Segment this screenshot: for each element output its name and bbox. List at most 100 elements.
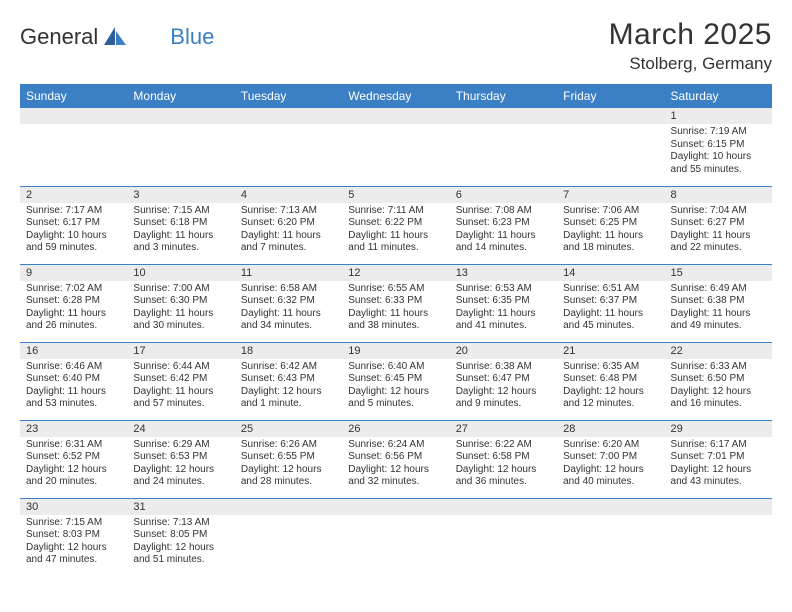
day-number: 27 <box>450 421 557 437</box>
day-details: Sunrise: 7:13 AMSunset: 6:20 PMDaylight:… <box>235 203 342 259</box>
daylight-text: Daylight: 12 hours and 36 minutes. <box>456 464 551 489</box>
sunrise-text: Sunrise: 6:38 AM <box>456 361 551 374</box>
month-title: March 2025 <box>609 18 772 52</box>
calendar-cell <box>235 498 342 576</box>
sunrise-text: Sunrise: 7:19 AM <box>671 126 766 139</box>
day-number: 31 <box>127 499 234 515</box>
sunset-text: Sunset: 6:27 PM <box>671 217 766 230</box>
day-number: 29 <box>665 421 772 437</box>
calendar-row: 9Sunrise: 7:02 AMSunset: 6:28 PMDaylight… <box>20 264 772 342</box>
day-number: 16 <box>20 343 127 359</box>
sunrise-text: Sunrise: 7:17 AM <box>26 205 121 218</box>
day-details: Sunrise: 7:13 AMSunset: 8:05 PMDaylight:… <box>127 515 234 571</box>
col-wednesday: Wednesday <box>342 84 449 108</box>
day-number: 30 <box>20 499 127 515</box>
col-monday: Monday <box>127 84 234 108</box>
calendar-cell: 1Sunrise: 7:19 AMSunset: 6:15 PMDaylight… <box>665 108 772 186</box>
day-number: 11 <box>235 265 342 281</box>
day-details <box>235 515 342 521</box>
daylight-text: Daylight: 11 hours and 18 minutes. <box>563 230 658 255</box>
day-number: 2 <box>20 187 127 203</box>
sunrise-text: Sunrise: 6:49 AM <box>671 283 766 296</box>
calendar-cell: 29Sunrise: 6:17 AMSunset: 7:01 PMDayligh… <box>665 420 772 498</box>
calendar-cell: 18Sunrise: 6:42 AMSunset: 6:43 PMDayligh… <box>235 342 342 420</box>
sunrise-text: Sunrise: 6:51 AM <box>563 283 658 296</box>
day-number: 21 <box>557 343 664 359</box>
calendar-cell <box>235 108 342 186</box>
day-number: 5 <box>342 187 449 203</box>
brand-logo: General Blue <box>20 18 214 50</box>
location-label: Stolberg, Germany <box>609 54 772 74</box>
day-details <box>450 515 557 521</box>
day-details: Sunrise: 7:00 AMSunset: 6:30 PMDaylight:… <box>127 281 234 337</box>
calendar-cell <box>557 108 664 186</box>
day-number: 22 <box>665 343 772 359</box>
sunset-text: Sunset: 6:18 PM <box>133 217 228 230</box>
calendar-cell: 9Sunrise: 7:02 AMSunset: 6:28 PMDaylight… <box>20 264 127 342</box>
sunrise-text: Sunrise: 7:15 AM <box>133 205 228 218</box>
sunrise-text: Sunrise: 7:04 AM <box>671 205 766 218</box>
day-details: Sunrise: 7:06 AMSunset: 6:25 PMDaylight:… <box>557 203 664 259</box>
calendar-cell: 20Sunrise: 6:38 AMSunset: 6:47 PMDayligh… <box>450 342 557 420</box>
sunset-text: Sunset: 6:30 PM <box>133 295 228 308</box>
day-details: Sunrise: 7:11 AMSunset: 6:22 PMDaylight:… <box>342 203 449 259</box>
sunrise-text: Sunrise: 6:35 AM <box>563 361 658 374</box>
calendar-cell: 24Sunrise: 6:29 AMSunset: 6:53 PMDayligh… <box>127 420 234 498</box>
day-details: Sunrise: 7:19 AMSunset: 6:15 PMDaylight:… <box>665 124 772 180</box>
day-number: 1 <box>665 108 772 124</box>
header-row: Sunday Monday Tuesday Wednesday Thursday… <box>20 84 772 108</box>
sunset-text: Sunset: 7:00 PM <box>563 451 658 464</box>
sunset-text: Sunset: 6:32 PM <box>241 295 336 308</box>
day-number <box>450 108 557 124</box>
day-number <box>235 108 342 124</box>
title-block: March 2025 Stolberg, Germany <box>609 18 772 74</box>
day-details: Sunrise: 7:04 AMSunset: 6:27 PMDaylight:… <box>665 203 772 259</box>
day-number: 6 <box>450 187 557 203</box>
calendar-cell: 30Sunrise: 7:15 AMSunset: 8:03 PMDayligh… <box>20 498 127 576</box>
col-tuesday: Tuesday <box>235 84 342 108</box>
sunset-text: Sunset: 6:35 PM <box>456 295 551 308</box>
day-number: 12 <box>342 265 449 281</box>
day-details <box>665 515 772 521</box>
sunset-text: Sunset: 8:05 PM <box>133 529 228 542</box>
sunset-text: Sunset: 6:52 PM <box>26 451 121 464</box>
calendar-row: 2Sunrise: 7:17 AMSunset: 6:17 PMDaylight… <box>20 186 772 264</box>
sunrise-text: Sunrise: 7:06 AM <box>563 205 658 218</box>
calendar-row: 30Sunrise: 7:15 AMSunset: 8:03 PMDayligh… <box>20 498 772 576</box>
daylight-text: Daylight: 11 hours and 57 minutes. <box>133 386 228 411</box>
sunrise-text: Sunrise: 6:20 AM <box>563 439 658 452</box>
sunset-text: Sunset: 6:17 PM <box>26 217 121 230</box>
day-number: 24 <box>127 421 234 437</box>
day-number <box>20 108 127 124</box>
sunset-text: Sunset: 8:03 PM <box>26 529 121 542</box>
calendar-cell <box>450 108 557 186</box>
sunrise-text: Sunrise: 7:00 AM <box>133 283 228 296</box>
day-details <box>342 515 449 521</box>
calendar-cell: 6Sunrise: 7:08 AMSunset: 6:23 PMDaylight… <box>450 186 557 264</box>
day-number: 14 <box>557 265 664 281</box>
sunrise-text: Sunrise: 6:58 AM <box>241 283 336 296</box>
day-number: 26 <box>342 421 449 437</box>
calendar-cell: 16Sunrise: 6:46 AMSunset: 6:40 PMDayligh… <box>20 342 127 420</box>
day-number: 8 <box>665 187 772 203</box>
daylight-text: Daylight: 12 hours and 16 minutes. <box>671 386 766 411</box>
calendar-row: 16Sunrise: 6:46 AMSunset: 6:40 PMDayligh… <box>20 342 772 420</box>
day-number <box>127 108 234 124</box>
day-details <box>557 515 664 521</box>
calendar-cell: 11 Sunrise: 6:58 AMSunset: 6:32 PMDayligh… <box>235 264 342 342</box>
daylight-text: Daylight: 11 hours and 34 minutes. <box>241 308 336 333</box>
sunset-text: Sunset: 6:33 PM <box>348 295 443 308</box>
sunset-text: Sunset: 6:43 PM <box>241 373 336 386</box>
day-details: Sunrise: 6:38 AMSunset: 6:47 PMDaylight:… <box>450 359 557 415</box>
day-number: 13 <box>450 265 557 281</box>
calendar-cell: 13Sunrise: 6:53 AMSunset: 6:35 PMDayligh… <box>450 264 557 342</box>
sunset-text: Sunset: 6:42 PM <box>133 373 228 386</box>
sunrise-text: Sunrise: 6:46 AM <box>26 361 121 374</box>
calendar-cell: 26Sunrise: 6:24 AMSunset: 6:56 PMDayligh… <box>342 420 449 498</box>
sunrise-text: Sunrise: 6:22 AM <box>456 439 551 452</box>
calendar-table: Sunday Monday Tuesday Wednesday Thursday… <box>20 84 772 576</box>
daylight-text: Daylight: 12 hours and 24 minutes. <box>133 464 228 489</box>
daylight-text: Daylight: 10 hours and 59 minutes. <box>26 230 121 255</box>
day-number <box>557 499 664 515</box>
sunset-text: Sunset: 6:53 PM <box>133 451 228 464</box>
